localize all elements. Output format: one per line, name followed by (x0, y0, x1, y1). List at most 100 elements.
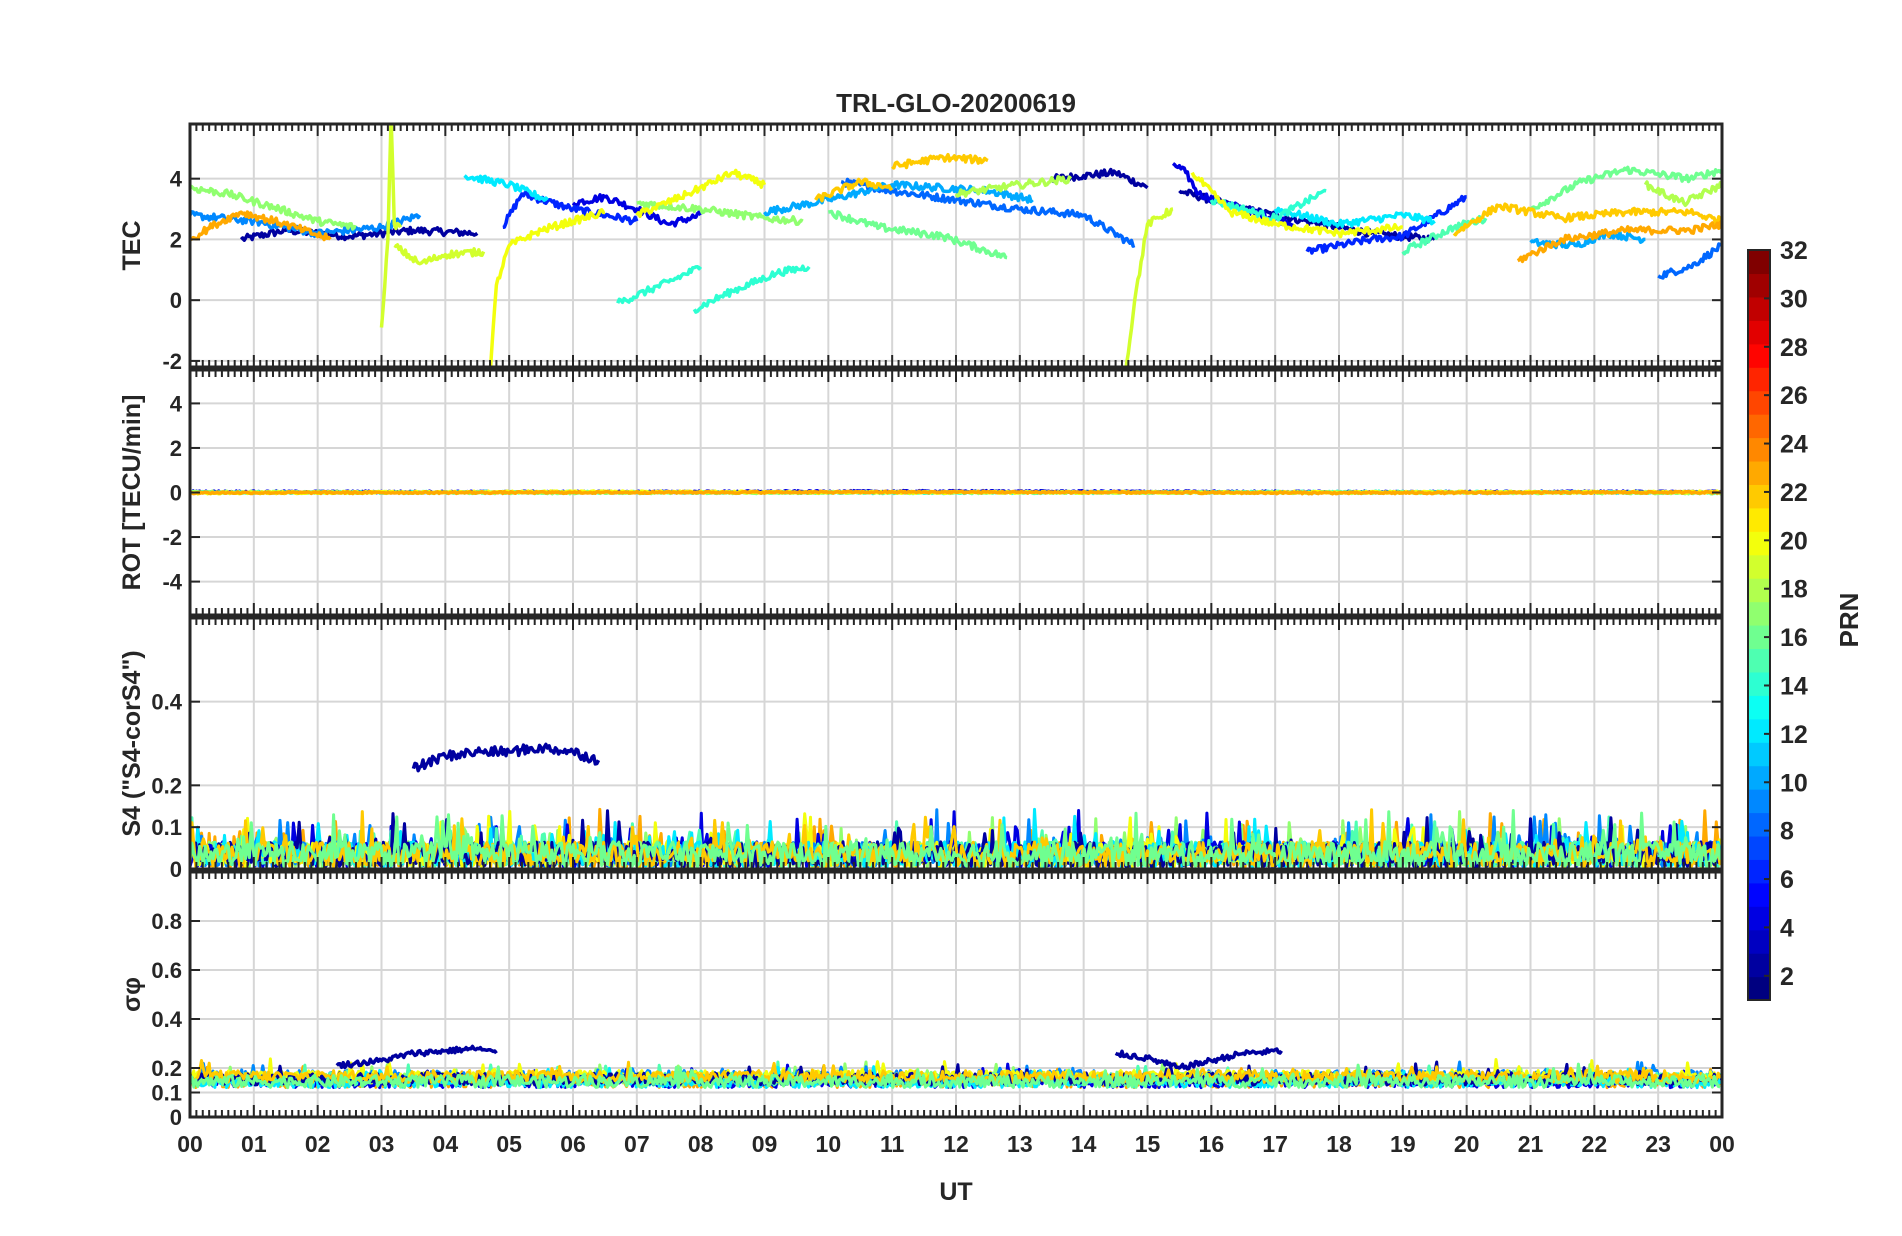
colorbar-segment (1748, 953, 1770, 978)
colorbar-segment (1748, 578, 1770, 603)
series-prn-20 (635, 168, 767, 219)
data-layer-tec (190, 124, 1722, 367)
colorbar-segment (1748, 296, 1770, 321)
colorbar-tick-label: 14 (1780, 672, 1808, 700)
colorbar-segment (1748, 859, 1770, 884)
colorbar-segment (1748, 835, 1770, 860)
colorbar-segment (1748, 531, 1770, 556)
y-tick-label: 0 (170, 288, 182, 313)
x-tick-label: 09 (752, 1131, 778, 1157)
x-tick-label: 13 (1007, 1131, 1033, 1157)
series-prn-14 (692, 264, 811, 314)
y-tick-label: 4 (170, 391, 183, 416)
series-prn-18 (1643, 180, 1722, 208)
colorbar-segment (1748, 460, 1770, 485)
y-tick-label: 0.1 (151, 815, 182, 840)
x-tick-label: 22 (1582, 1131, 1608, 1157)
x-tick-label: 08 (688, 1131, 714, 1157)
series-prn-2 (335, 1044, 498, 1070)
x-tick-label: 14 (1071, 1131, 1097, 1157)
series-prn-20 (1190, 171, 1404, 239)
colorbar-tick-label: 30 (1780, 285, 1808, 313)
y-tick-label: -2 (162, 349, 182, 374)
series-prn-22 (891, 152, 989, 170)
series-prn-22 (814, 177, 894, 203)
colorbar-tick-label: 26 (1780, 382, 1808, 410)
colorbar-segment (1748, 765, 1770, 790)
colorbar-segment (1748, 554, 1770, 579)
series-prn-2 (1050, 167, 1149, 190)
series-prn-18 (954, 175, 1073, 198)
series-prn-2 (1114, 1047, 1283, 1071)
y-tick-label: 0.4 (151, 690, 182, 715)
colorbar-tick-label: 32 (1780, 237, 1808, 265)
colorbar-tick-label: 2 (1780, 963, 1794, 991)
colorbar-segment (1748, 671, 1770, 696)
y-axis-label-s4: S4 ("S4-corS4") (118, 650, 146, 836)
x-tick-label: 03 (369, 1131, 395, 1157)
x-ticks-tec (189, 124, 1723, 367)
y-tick-label: 0 (170, 1105, 182, 1130)
x-tick-label: 06 (560, 1131, 586, 1157)
series-prn-19 (393, 243, 486, 266)
y-tick-label: 0 (170, 481, 182, 506)
x-tick-label: 19 (1390, 1131, 1416, 1157)
x-axis-label: UT (939, 1178, 972, 1206)
y-axis-label-rot: ROT [TECU/min] (118, 395, 146, 591)
series-prn-6 (502, 190, 639, 230)
colorbar-segment (1748, 812, 1770, 837)
colorbar-segment (1748, 906, 1770, 931)
x-ticks-sigma_phi (189, 872, 1723, 1118)
colorbar-tick-label: 24 (1780, 431, 1808, 459)
y-tick-label: 0.6 (151, 958, 182, 983)
series-prn-19 (1124, 207, 1174, 367)
series-prn-8 (840, 177, 1136, 248)
series-prn-4 (571, 193, 703, 228)
series-prn-12 (1273, 206, 1436, 228)
colorbar-segment (1748, 789, 1770, 814)
series-prn-16 (1529, 165, 1722, 211)
colorbar-segment (1748, 976, 1770, 1001)
colorbar-tick-label: 20 (1780, 527, 1808, 555)
y-tick-label: 0.2 (151, 773, 182, 798)
x-ticks-rot (189, 370, 1723, 615)
series-prn-10 (1529, 230, 1646, 250)
y-axis-label-tec: TEC (118, 221, 146, 271)
series-prn-6 (1305, 194, 1467, 255)
panel-sigma_phi: 00.10.2 0.4 0.6 0.8 σφ (118, 870, 1724, 1130)
x-tick-label: 12 (943, 1131, 969, 1157)
colorbar-segment (1748, 484, 1770, 509)
colorbar-label: PRN (1834, 593, 1864, 648)
x-tick-label: 17 (1262, 1131, 1288, 1157)
series-prn-23 (190, 210, 332, 242)
colorbar-segment (1748, 507, 1770, 532)
data-layer-rot (190, 488, 1722, 496)
x-tick-label: 05 (496, 1131, 522, 1157)
x-tick-label: 00 (1709, 1131, 1735, 1157)
colorbar-segment (1748, 343, 1770, 368)
colorbar-tick-label: 4 (1780, 914, 1794, 942)
y-tick-label: 2 (170, 227, 182, 252)
series-prn-23 (190, 489, 1722, 496)
series-prn-8 (1657, 242, 1722, 280)
series-prn-16 (827, 209, 1008, 260)
y-axis-label-sigma_phi: σφ (118, 977, 146, 1012)
x-tick-label: 07 (624, 1131, 650, 1157)
series-prn-12 (463, 174, 549, 202)
y-tick-label: 0 (170, 857, 182, 882)
colorbar-segment (1748, 250, 1770, 275)
x-tick-label: 20 (1454, 1131, 1480, 1157)
panel-s4: 0 0.1 0.2 0.4S4 ("S4-corS4") (118, 616, 1724, 882)
colorbar-segment (1748, 601, 1770, 626)
y-tick-label: 4 (170, 167, 183, 192)
x-tick-label: 16 (1199, 1131, 1225, 1157)
x-tick-label: 21 (1518, 1131, 1544, 1157)
x-tick-label: 23 (1645, 1131, 1671, 1157)
noise-series-prn-16 (190, 809, 1722, 869)
series-prn-17 (190, 184, 357, 231)
series-prn-23 (1516, 220, 1722, 264)
data-layer-sigma_phi (190, 1044, 1722, 1090)
y-tick-label: 0.2 (151, 1056, 182, 1081)
